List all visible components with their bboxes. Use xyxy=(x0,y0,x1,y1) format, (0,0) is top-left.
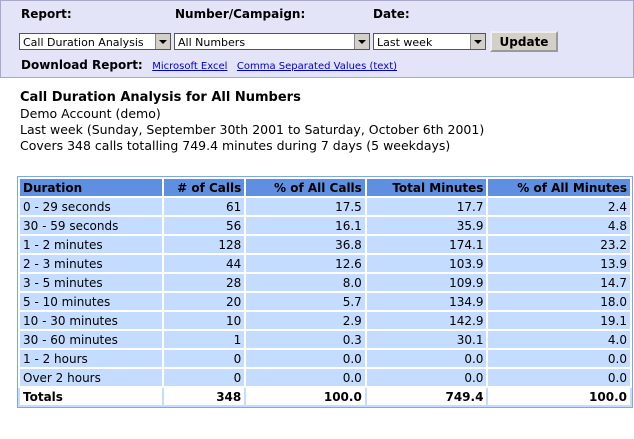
table-row: 30 - 59 seconds 56 16.1 35.9 4.8 xyxy=(18,215,632,236)
table-cell: 17.5 xyxy=(244,196,367,217)
column-header: Duration xyxy=(18,177,164,198)
number-value: All Numbers xyxy=(178,36,246,49)
table-cell: 17.7 xyxy=(364,196,489,217)
csv-link[interactable]: Comma Separated Values (text) xyxy=(236,61,398,72)
form-panel: Report: Number/Campaign: Date: Call Dura… xyxy=(0,0,634,78)
number-select[interactable]: All Numbers xyxy=(174,33,370,50)
table-cell: 4.8 xyxy=(486,215,632,236)
table-cell: 5.7 xyxy=(244,291,367,312)
table-cell: 0.0 xyxy=(244,367,367,388)
table-row: 30 - 60 minutes 1 0.3 30.1 4.0 xyxy=(18,329,632,350)
table-cell: 35.9 xyxy=(364,215,489,236)
table-cell: 36.8 xyxy=(244,234,367,255)
table-cell: 30 - 60 minutes xyxy=(18,329,164,350)
summary-line: Last week (Sunday, September 30th 2001 t… xyxy=(20,122,485,137)
summary-line: Demo Account (demo) xyxy=(20,106,161,121)
table-cell: 2 - 3 minutes xyxy=(18,253,164,274)
table-row: 5 - 10 minutes 20 5.7 134.9 18.0 xyxy=(18,291,632,312)
table-cell: 0.0 xyxy=(364,348,489,369)
number-label: Number/Campaign: xyxy=(175,7,306,21)
table-cell: 0.3 xyxy=(244,329,367,350)
table-cell: 0.0 xyxy=(486,367,632,388)
table-cell: 4.0 xyxy=(486,329,632,350)
totals-cell: 100.0 xyxy=(244,386,367,407)
summary-line: Covers 348 calls totalling 749.4 minutes… xyxy=(20,138,451,153)
report-select[interactable]: Call Duration Analysis xyxy=(19,33,171,50)
duration-table: Duration # of Calls% of All Calls Total Mi… xyxy=(17,176,633,408)
column-header: % of All Minutes xyxy=(486,177,632,198)
table-cell: 61 xyxy=(161,196,247,217)
totals-cell: 749.4 xyxy=(364,386,489,407)
totals-cell: 348 xyxy=(161,386,247,407)
table-cell: 10 xyxy=(161,310,247,331)
excel-link[interactable]: Microsoft Excel xyxy=(152,61,228,72)
totals-cell: 100.0 xyxy=(486,386,632,407)
report-label: Report: xyxy=(21,7,72,21)
table-cell: 174.1 xyxy=(364,234,489,255)
table-cell: 142.9 xyxy=(364,310,489,331)
table-row: 1 - 2 hours 0 0.0 0.0 0.0 xyxy=(18,348,632,369)
table-cell: 0 xyxy=(161,367,247,388)
date-value: Last week xyxy=(377,36,433,49)
table-cell: 1 - 2 minutes xyxy=(18,234,164,255)
summary: Call Duration Analysis for All Numbers D… xyxy=(20,90,484,154)
table-cell: 2.9 xyxy=(244,310,367,331)
table-cell: 0.0 xyxy=(244,348,367,369)
table-cell: 5 - 10 minutes xyxy=(18,291,164,312)
table-cell: 28 xyxy=(161,272,247,293)
table-cell: 109.9 xyxy=(364,272,489,293)
table-cell: 0 - 29 seconds xyxy=(18,196,164,217)
table-cell: 13.9 xyxy=(486,253,632,274)
table-cell: 128 xyxy=(161,234,247,255)
totals-row: Totals 348 100.0 749.4 100.0 xyxy=(18,386,632,407)
table-row: 10 - 30 minutes 10 2.9 142.9 19.1 xyxy=(18,310,632,331)
table-cell: 10 - 30 minutes xyxy=(18,310,164,331)
table-cell: 30.1 xyxy=(364,329,489,350)
table-cell: 8.0 xyxy=(244,272,367,293)
table-cell: 1 - 2 hours xyxy=(18,348,164,369)
summary-title: Call Duration Analysis for All Numbers xyxy=(20,90,301,105)
column-header: Total Minutes xyxy=(364,177,489,198)
table-cell: 134.9 xyxy=(364,291,489,312)
download-label: Download Report: xyxy=(21,58,143,72)
table-cell: Over 2 hours xyxy=(18,367,164,388)
column-header: # of Calls xyxy=(161,177,247,198)
table-cell: 56 xyxy=(161,215,247,236)
table-cell: 18.0 xyxy=(486,291,632,312)
table-cell: 3 - 5 minutes xyxy=(18,272,164,293)
update-button[interactable]: Update xyxy=(490,31,558,52)
column-header: % of All Calls xyxy=(244,177,367,198)
table-cell: 23.2 xyxy=(486,234,632,255)
table-row: Over 2 hours 0 0.0 0.0 0.0 xyxy=(18,367,632,388)
table-cell: 19.1 xyxy=(486,310,632,331)
date-select[interactable]: Last week xyxy=(373,33,486,50)
date-label: Date: xyxy=(373,7,410,21)
table-cell: 2.4 xyxy=(486,196,632,217)
table-cell: 0 xyxy=(161,348,247,369)
table-cell: 30 - 59 seconds xyxy=(18,215,164,236)
table-cell: 1 xyxy=(161,329,247,350)
table-cell: 14.7 xyxy=(486,272,632,293)
header-row: Duration # of Calls% of All Calls Total Mi… xyxy=(18,177,632,198)
table-cell: 12.6 xyxy=(244,253,367,274)
table-row: 0 - 29 seconds 61 17.5 17.7 2.4 xyxy=(18,196,632,217)
totals-cell: Totals xyxy=(18,386,164,407)
table-cell: 44 xyxy=(161,253,247,274)
report-value: Call Duration Analysis xyxy=(23,36,144,49)
table-cell: 20 xyxy=(161,291,247,312)
download-row: Download Report: Microsoft Excel Comma S… xyxy=(21,58,397,72)
table-cell: 103.9 xyxy=(364,253,489,274)
table-row: 1 - 2 minutes 128 36.8 174.1 23.2 xyxy=(18,234,632,255)
table-cell: 16.1 xyxy=(244,215,367,236)
table-row: 2 - 3 minutes 44 12.6 103.9 13.9 xyxy=(18,253,632,274)
table-cell: 0.0 xyxy=(364,367,489,388)
table-row: 3 - 5 minutes 28 8.0 109.9 14.7 xyxy=(18,272,632,293)
table-cell: 0.0 xyxy=(486,348,632,369)
